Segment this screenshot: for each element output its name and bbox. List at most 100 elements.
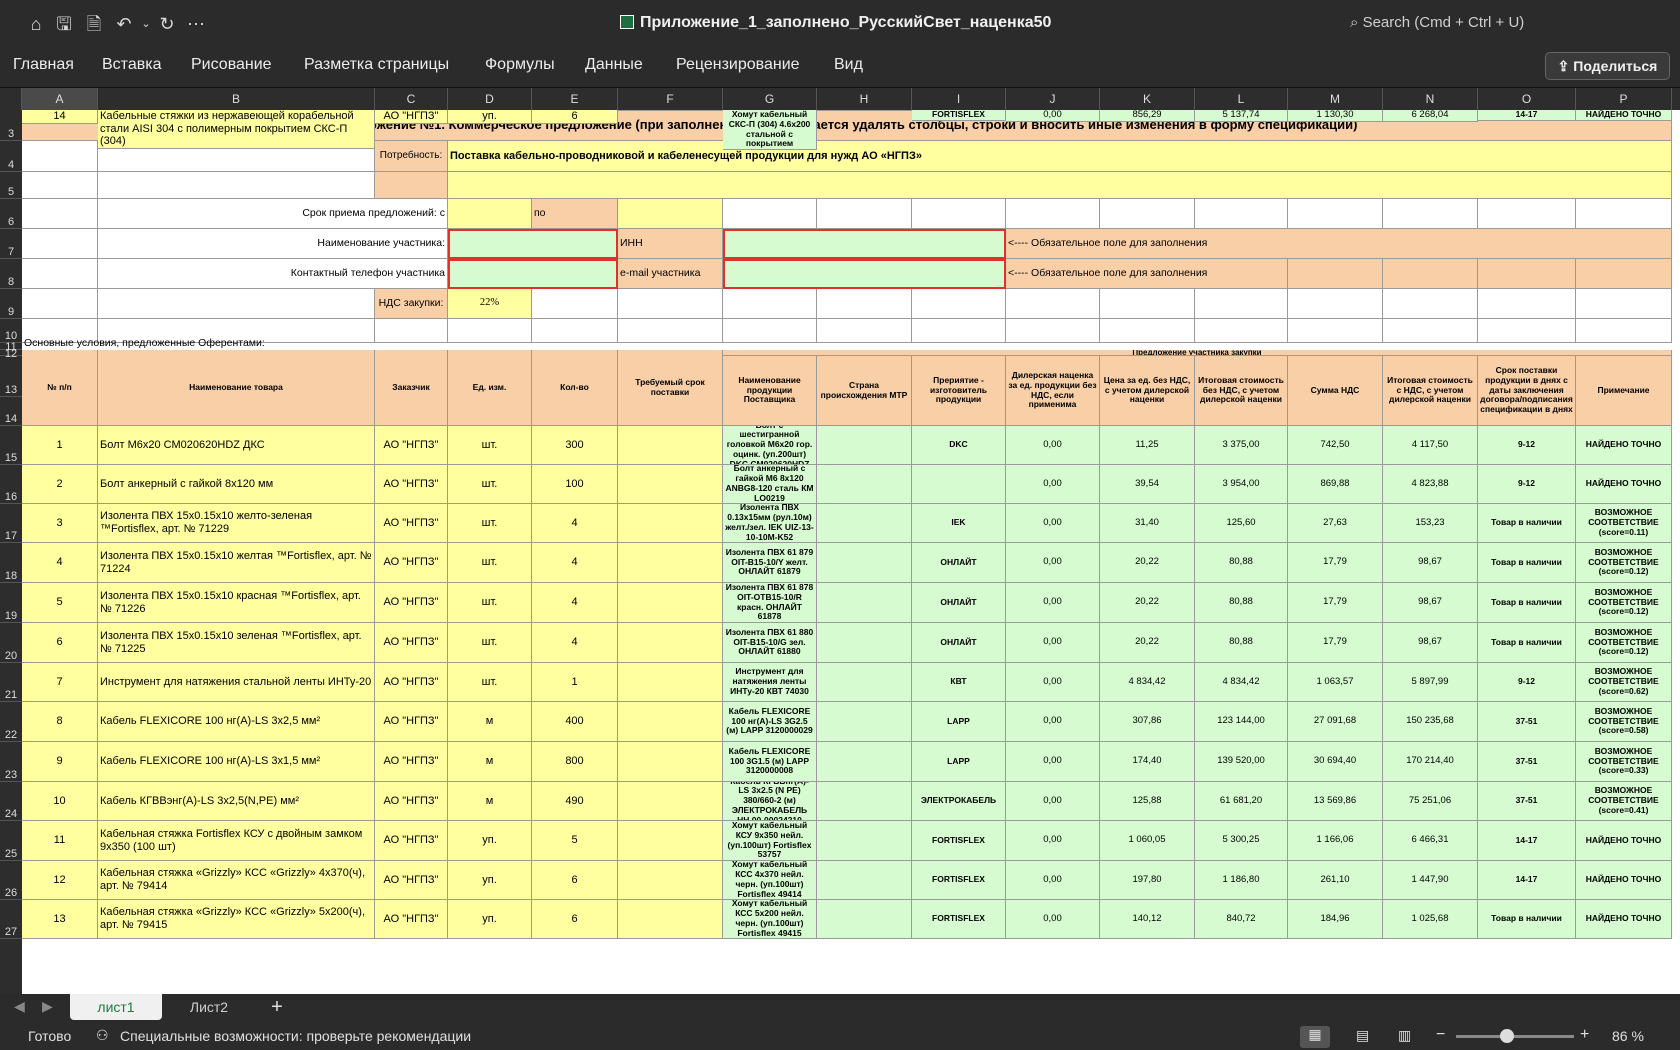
- item-cell[interactable]: 75 251,06: [1383, 782, 1478, 821]
- item-cell[interactable]: 174,40: [1100, 742, 1195, 782]
- column-header-K[interactable]: K: [1100, 88, 1195, 110]
- item-cell[interactable]: ВОЗМОЖНОЕ СООТВЕТСТВИЕ (score=0.11): [1576, 504, 1672, 543]
- item-cell[interactable]: [817, 702, 912, 742]
- item-cell[interactable]: 6 268,04: [1383, 110, 1478, 122]
- row-header-5[interactable]: 5: [0, 172, 22, 199]
- row-header-9[interactable]: 9: [0, 289, 22, 319]
- item-cell[interactable]: АО "НГПЗ": [375, 623, 448, 663]
- cell[interactable]: [1288, 259, 1383, 289]
- cell[interactable]: [375, 319, 448, 343]
- item-cell[interactable]: Товар в наличии: [1478, 543, 1576, 583]
- cell[interactable]: [817, 199, 912, 229]
- tab-page-layout[interactable]: Разметка страницы: [304, 56, 450, 73]
- item-cell[interactable]: 37-51: [1478, 702, 1576, 742]
- item-cell[interactable]: ЭЛЕКТРОКАБЕЛЬ: [912, 782, 1006, 821]
- next-sheet-icon[interactable]: ▶: [42, 998, 53, 1014]
- required-note-1[interactable]: <---- Обязательное поле для заполнения: [1006, 229, 1672, 259]
- item-cell[interactable]: ОНЛАЙТ: [912, 583, 1006, 623]
- need-label[interactable]: Потребность:: [375, 141, 448, 172]
- item-cell[interactable]: [817, 742, 912, 782]
- cell[interactable]: [22, 289, 98, 319]
- item-cell[interactable]: Изолента ПВХ 61 880 OIT-B15-10/G зел. ОН…: [723, 623, 817, 663]
- row-header-18[interactable]: 18: [0, 543, 22, 583]
- column-header-C[interactable]: C: [375, 88, 448, 110]
- header-cell[interactable]: № п/п: [22, 350, 98, 426]
- item-cell[interactable]: Кабель КГВВэнг(А)-LS 3х2,5(N,PE) мм²: [98, 782, 375, 821]
- item-cell[interactable]: 5: [532, 821, 618, 861]
- item-cell[interactable]: 14: [22, 110, 98, 124]
- item-cell[interactable]: 4: [22, 543, 98, 583]
- cell[interactable]: [1576, 199, 1672, 229]
- item-cell[interactable]: 170 214,40: [1383, 742, 1478, 782]
- item-cell[interactable]: 9-12: [1478, 663, 1576, 702]
- item-cell[interactable]: 125,60: [1195, 504, 1288, 543]
- item-cell[interactable]: 5 897,99: [1383, 663, 1478, 702]
- item-cell[interactable]: 1 063,57: [1288, 663, 1383, 702]
- item-cell[interactable]: ВОЗМОЖНОЕ СООТВЕТСТВИЕ (score=0.33): [1576, 742, 1672, 782]
- prev-sheet-icon[interactable]: ◀: [14, 998, 25, 1014]
- cell[interactable]: [1006, 319, 1100, 343]
- item-cell[interactable]: АО "НГПЗ": [375, 110, 448, 124]
- cell[interactable]: [1100, 199, 1195, 229]
- item-cell[interactable]: 9: [22, 742, 98, 782]
- item-cell[interactable]: Болт с шестигранной головкой М6х20 гор. …: [723, 426, 817, 465]
- row-header-3[interactable]: 3: [0, 110, 22, 141]
- item-cell[interactable]: Кабель КГВВнг(А)-LS 3х2.5 (N PE) 380/660…: [723, 782, 817, 821]
- item-cell[interactable]: АО "НГПЗ": [375, 543, 448, 583]
- item-cell[interactable]: 37-51: [1478, 742, 1576, 782]
- item-cell[interactable]: [817, 543, 912, 583]
- item-cell[interactable]: шт.: [448, 426, 532, 465]
- vat-label[interactable]: НДС закупки:: [375, 289, 448, 319]
- item-cell[interactable]: Товар в наличии: [1478, 623, 1576, 663]
- item-cell[interactable]: шт.: [448, 623, 532, 663]
- item-cell[interactable]: [618, 465, 723, 504]
- column-header-N[interactable]: N: [1383, 88, 1478, 110]
- item-cell[interactable]: шт.: [448, 663, 532, 702]
- item-cell[interactable]: 4: [532, 623, 618, 663]
- item-cell[interactable]: [817, 110, 912, 111]
- row-header-13[interactable]: 13: [0, 356, 22, 397]
- item-cell[interactable]: 400: [532, 702, 618, 742]
- item-cell[interactable]: ВОЗМОЖНОЕ СООТВЕТСТВИЕ (score=0.12): [1576, 583, 1672, 623]
- tab-review[interactable]: Рецензирование: [676, 56, 800, 73]
- cell[interactable]: [1288, 319, 1383, 343]
- item-cell[interactable]: уп.: [448, 861, 532, 900]
- item-cell[interactable]: 17,79: [1288, 583, 1383, 623]
- item-cell[interactable]: 9-12: [1478, 426, 1576, 465]
- item-cell[interactable]: Хомут кабельный КСУ 9х350 нейл. (уп.100ш…: [723, 821, 817, 861]
- cell[interactable]: [1383, 319, 1478, 343]
- item-cell[interactable]: [817, 900, 912, 939]
- item-cell[interactable]: 197,80: [1100, 861, 1195, 900]
- header-cell[interactable]: Срок поставки продукции в днях с даты за…: [1478, 356, 1576, 426]
- item-cell[interactable]: 307,86: [1100, 702, 1195, 742]
- item-cell[interactable]: [817, 583, 912, 623]
- item-cell[interactable]: 1 060,05: [1100, 821, 1195, 861]
- item-cell[interactable]: ВОЗМОЖНОЕ СООТВЕТСТВИЕ (score=0.41): [1576, 782, 1672, 821]
- item-cell[interactable]: Кабель FLEXICORE 100 3G1.5 (м) LAPP 3120…: [723, 742, 817, 782]
- item-cell[interactable]: 869,88: [1288, 465, 1383, 504]
- item-cell[interactable]: АО "НГПЗ": [375, 426, 448, 465]
- item-cell[interactable]: 80,88: [1195, 543, 1288, 583]
- item-cell[interactable]: Кабельная стяжка «Grizzly» КСС «Grizzly»…: [98, 861, 375, 900]
- item-cell[interactable]: 11,25: [1100, 426, 1195, 465]
- item-cell[interactable]: 6: [22, 623, 98, 663]
- cell[interactable]: [1195, 199, 1288, 229]
- period-to-label[interactable]: по: [532, 199, 618, 229]
- item-cell[interactable]: 139 520,00: [1195, 742, 1288, 782]
- header-cell[interactable]: Итоговая стоимость без НДС, с учетом дил…: [1195, 356, 1288, 426]
- item-cell[interactable]: [618, 821, 723, 861]
- item-cell[interactable]: 800: [532, 742, 618, 782]
- item-cell[interactable]: 7: [22, 663, 98, 702]
- item-cell[interactable]: НАЙДЕНО ТОЧНО: [1576, 426, 1672, 465]
- header-cell[interactable]: Примечание: [1576, 356, 1672, 426]
- row-header-11[interactable]: 11: [0, 342, 22, 353]
- row-header-14[interactable]: 14: [0, 397, 22, 426]
- item-cell[interactable]: 80,88: [1195, 623, 1288, 663]
- item-cell[interactable]: АО "НГПЗ": [375, 861, 448, 900]
- cell[interactable]: [22, 199, 98, 229]
- item-cell[interactable]: FORTISFLEX: [912, 821, 1006, 861]
- row-header-17[interactable]: 17: [0, 504, 22, 543]
- item-cell[interactable]: 4 834,42: [1100, 663, 1195, 702]
- header-cell[interactable]: Итоговая стоимость с НДС, с учетом дилер…: [1383, 356, 1478, 426]
